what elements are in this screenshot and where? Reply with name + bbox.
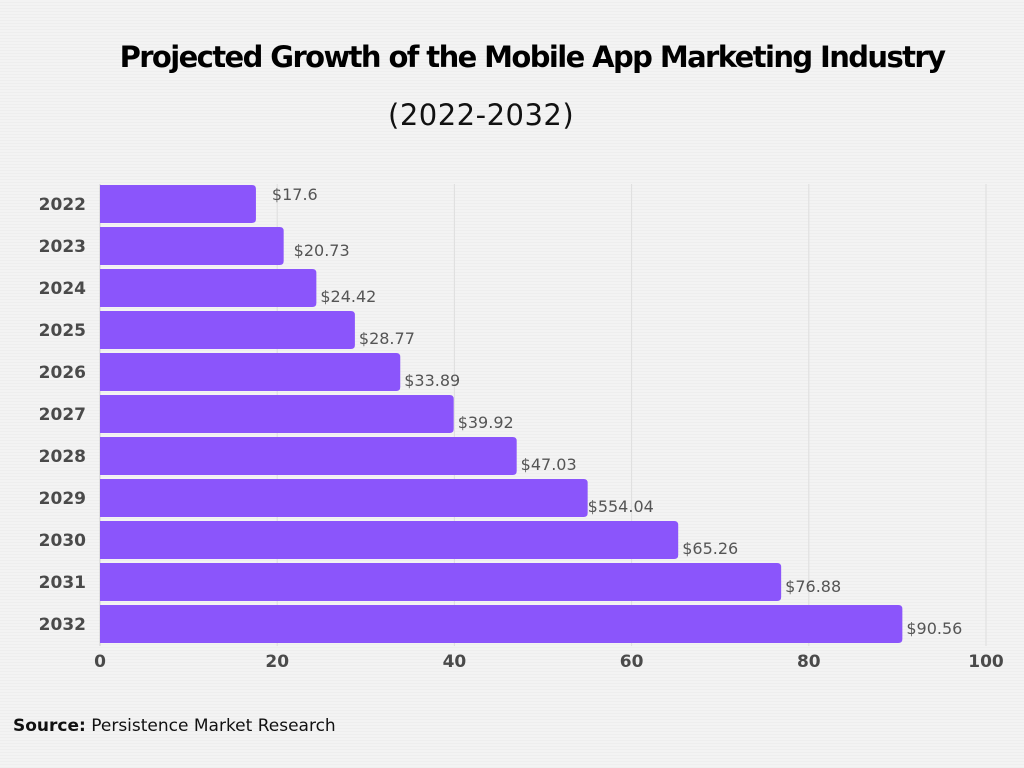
category-label: 2031: [39, 573, 86, 593]
category-label: 2032: [39, 615, 86, 635]
category-label: 2030: [39, 531, 86, 551]
category-label: 2029: [39, 489, 86, 509]
data-label: $90.56: [906, 619, 962, 638]
x-tick-label: 40: [443, 652, 467, 672]
data-label: $24.42: [320, 287, 376, 306]
data-label: $33.89: [404, 371, 460, 390]
data-label: $39.92: [458, 413, 514, 432]
category-label: 2022: [39, 195, 86, 215]
bar: [100, 479, 588, 517]
x-tick-label: 100: [968, 652, 1004, 672]
data-label: $17.6: [272, 185, 318, 204]
category-label: 2028: [39, 447, 86, 467]
category-label: 2025: [39, 321, 86, 341]
bar: [100, 437, 517, 475]
x-tick-label: 0: [94, 652, 106, 672]
category-labels: 2022 2023 2024 2025 2026 2027 2028 2029 2030 2031…: [39, 195, 86, 635]
chart-title: Projected Growth of the Mobile App Marke…: [119, 40, 946, 74]
data-label: $65.26: [682, 539, 738, 558]
source-note: Source: Persistence Market Research: [13, 716, 336, 736]
bar: [100, 269, 317, 307]
x-tick-label: 20: [265, 652, 289, 672]
x-tick-labels: 0 20 40 60 80 100: [94, 652, 1004, 672]
data-label: $28.77: [359, 329, 415, 348]
category-label: 2027: [39, 405, 86, 425]
category-label: 2026: [39, 363, 86, 383]
bar: [100, 563, 782, 601]
x-tick-label: 80: [797, 652, 821, 672]
bar: [100, 521, 679, 559]
data-label: $47.03: [521, 455, 577, 474]
data-label: $20.73: [294, 241, 350, 260]
data-label: $554.04: [588, 497, 654, 516]
data-labels: $17.6 $20.73 $24.42 $28.77 $33.89 $39.92 $47.0…: [272, 185, 962, 638]
bar: [100, 227, 284, 265]
bar: [100, 605, 903, 643]
bar: [100, 311, 355, 349]
chart-subtitle: (2022-2032): [388, 98, 575, 132]
source-label: Source:: [13, 716, 86, 736]
data-label: $76.88: [785, 577, 841, 596]
bar: [100, 395, 454, 433]
source-text: Persistence Market Research: [91, 716, 336, 736]
x-tick-label: 60: [620, 652, 644, 672]
category-label: 2023: [39, 237, 86, 257]
category-label: 2024: [39, 279, 86, 299]
bars: [100, 185, 903, 643]
bar: [100, 353, 401, 391]
bar: [100, 185, 256, 223]
